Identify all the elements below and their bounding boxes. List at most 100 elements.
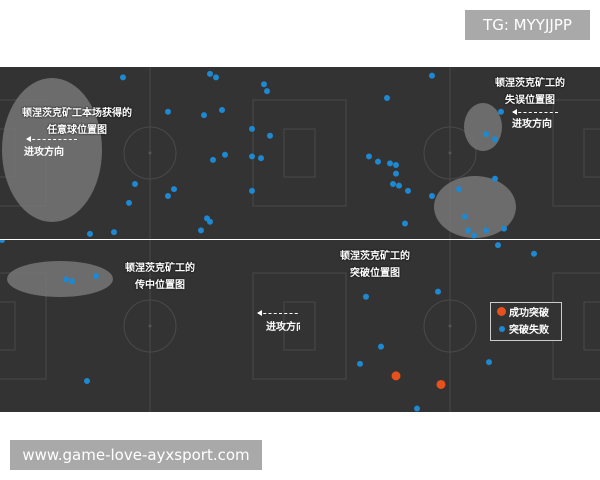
pitch	[300, 240, 600, 412]
successful-dribble-dot	[436, 379, 446, 389]
event-dot	[84, 378, 90, 385]
event-dot	[264, 88, 270, 95]
highlight-zone	[7, 261, 113, 297]
event-dot	[207, 70, 213, 77]
event-dot	[93, 273, 99, 280]
highlight-zone	[2, 78, 102, 222]
event-dot	[405, 187, 411, 194]
event-dot	[207, 218, 213, 225]
arrow-left-icon	[512, 109, 558, 115]
goal-box-right	[283, 128, 300, 178]
event-dot	[63, 276, 69, 283]
event-dot	[429, 72, 435, 79]
panel-title: 顿涅茨克矿工的 突破位置图	[340, 251, 410, 279]
center-circle	[423, 299, 477, 353]
event-dot	[456, 186, 462, 193]
event-dot	[483, 227, 489, 234]
panel-title: 顿涅茨克矿工的 传中位置图	[125, 263, 195, 291]
event-dot	[462, 213, 468, 220]
penalty-box-left	[300, 272, 347, 380]
failed-dribble-dot	[486, 359, 492, 366]
panel-title: 顿涅茨克矿工的 失误位置图	[495, 78, 565, 106]
legend: 成功突破 突破失败	[490, 302, 562, 341]
event-dot	[396, 182, 402, 189]
goal-box-left	[300, 301, 316, 351]
event-dot	[471, 232, 477, 239]
arrow-left-icon	[257, 310, 300, 316]
event-dot	[171, 186, 177, 193]
event-dot	[126, 199, 132, 206]
goal-box-right	[583, 301, 600, 351]
penalty-box-right	[552, 99, 600, 207]
attack-direction-label: 进攻方向	[266, 322, 300, 333]
event-dot	[267, 132, 273, 139]
event-dot	[219, 107, 225, 113]
center-circle	[123, 126, 177, 180]
panel-title: 顿涅茨克矿工本场获得的 任意球位置图	[22, 108, 132, 136]
penalty-box-right	[252, 272, 300, 380]
event-dot	[120, 74, 126, 81]
event-dot	[465, 227, 471, 234]
pitch	[0, 240, 300, 412]
watermark: www.game-love-ayxsport.com	[10, 440, 262, 470]
center-spot	[148, 151, 152, 155]
goal-box-left	[0, 301, 16, 351]
center-circle	[423, 126, 477, 180]
attack-direction-label: 进攻方向	[512, 119, 552, 130]
event-dot	[258, 155, 264, 162]
event-dot	[384, 94, 390, 101]
failed-dribble-dot	[357, 360, 363, 367]
event-dot	[249, 153, 255, 160]
event-dot	[87, 230, 93, 237]
event-dot	[387, 160, 393, 167]
blue-dot-icon	[499, 325, 505, 332]
event-dot	[210, 156, 216, 163]
panel-turnovers: 顿涅茨克矿工的 失误位置图 进攻方向	[300, 67, 600, 239]
failed-dribble-dot	[363, 293, 369, 300]
panel-dribbles: 顿涅茨克矿工的 突破位置图 成功突破 突破失败	[300, 240, 600, 412]
failed-dribble-dot	[531, 250, 537, 257]
event-dot	[198, 227, 204, 234]
failed-dribble-dot	[378, 343, 384, 350]
event-dot	[249, 125, 255, 132]
highlight-zone	[464, 103, 502, 151]
event-dot	[261, 81, 267, 88]
event-dot	[390, 180, 396, 187]
event-dot	[501, 225, 507, 232]
event-dot	[498, 108, 504, 115]
event-dot	[201, 112, 207, 119]
event-dot	[249, 187, 255, 194]
successful-dribble-dot	[391, 371, 401, 381]
arrow-left-icon	[26, 136, 77, 142]
failed-dribble-dot	[435, 288, 441, 295]
event-dot	[375, 158, 381, 165]
event-dot	[111, 229, 117, 236]
goal-box-right	[583, 128, 600, 178]
event-dot	[393, 170, 399, 177]
event-dot	[492, 136, 498, 143]
attack-direction-label: 进攻方向	[24, 147, 64, 158]
tg-tag: TG: MYYJJPP	[465, 10, 590, 40]
failed-dribble-dot	[414, 405, 420, 412]
legend-fail: 突破失败	[509, 325, 549, 336]
panel-free-kicks: 顿涅茨克矿工本场获得的 任意球位置图 进攻方向	[0, 67, 300, 239]
event-dot	[213, 74, 219, 81]
event-dot	[393, 162, 399, 169]
pitch	[0, 67, 300, 239]
penalty-box-right	[252, 99, 300, 207]
highlight-zone	[434, 176, 516, 238]
penalty-box-left	[300, 99, 347, 207]
event-dot	[492, 175, 498, 182]
goal-box-left	[300, 128, 316, 178]
event-dot	[165, 193, 171, 199]
center-spot	[448, 151, 452, 155]
event-dot	[132, 180, 138, 187]
goal-box-right	[283, 301, 300, 351]
event-dot	[69, 278, 75, 285]
failed-dribble-dot	[495, 242, 501, 249]
pitch	[300, 67, 600, 239]
event-dot	[483, 131, 489, 138]
event-dot	[165, 108, 171, 115]
orange-dot-icon	[497, 307, 506, 316]
